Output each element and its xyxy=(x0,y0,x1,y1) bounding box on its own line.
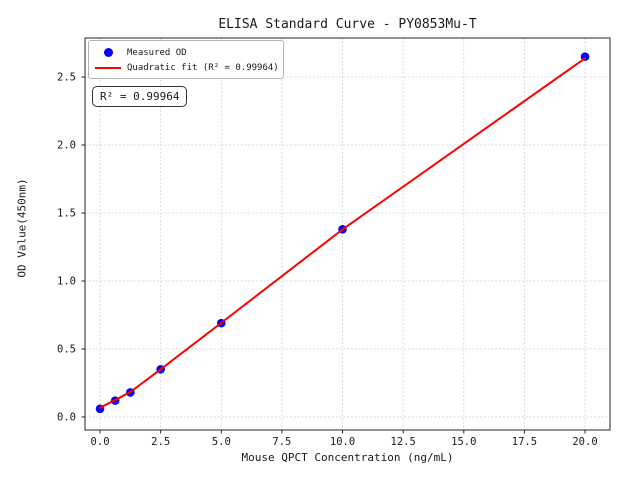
chart-title: ELISA Standard Curve - PY0853Mu-T xyxy=(218,17,477,32)
legend-label-measured: Measured OD xyxy=(127,47,187,58)
x-tick-label: 0.0 xyxy=(91,436,110,448)
x-tick-label: 17.5 xyxy=(512,436,537,448)
y-tick-label: 0.0 xyxy=(57,411,76,423)
x-tick-label: 20.0 xyxy=(572,436,597,448)
x-tick-label: 7.5 xyxy=(272,436,291,448)
legend-swatch-fit xyxy=(95,66,121,69)
y-tick-label: 1.0 xyxy=(57,275,76,287)
legend-label-fit: Quadratic fit (R² = 0.99964) xyxy=(127,62,279,73)
red-line-marker-icon xyxy=(95,66,121,69)
r-squared-annotation: R² = 0.99964 xyxy=(92,86,188,107)
x-tick-label: 10.0 xyxy=(330,436,355,448)
x-tick-label: 2.5 xyxy=(151,436,170,448)
legend: Measured OD Quadratic fit (R² = 0.99964) xyxy=(88,40,284,79)
y-tick-label: 0.5 xyxy=(57,343,76,355)
x-tick-label: 5.0 xyxy=(212,436,231,448)
y-tick-label: 2.0 xyxy=(57,140,76,152)
x-tick-label: 12.5 xyxy=(391,436,416,448)
legend-item-measured: Measured OD xyxy=(95,45,279,60)
x-axis-title: Mouse QPCT Concentration (ng/mL) xyxy=(241,451,454,464)
blue-dot-marker-icon xyxy=(103,48,113,57)
y-axis-title: OD Value(450nm) xyxy=(15,178,29,278)
axes-spines xyxy=(84,37,611,431)
y-tick-label: 2.5 xyxy=(57,72,76,84)
y-tick-label: 1.5 xyxy=(57,207,76,219)
quadratic-fit-line xyxy=(99,57,587,409)
x-tick-label: 15.0 xyxy=(451,436,476,448)
legend-swatch-measured xyxy=(95,48,121,57)
legend-item-fit: Quadratic fit (R² = 0.99964) xyxy=(95,60,279,75)
